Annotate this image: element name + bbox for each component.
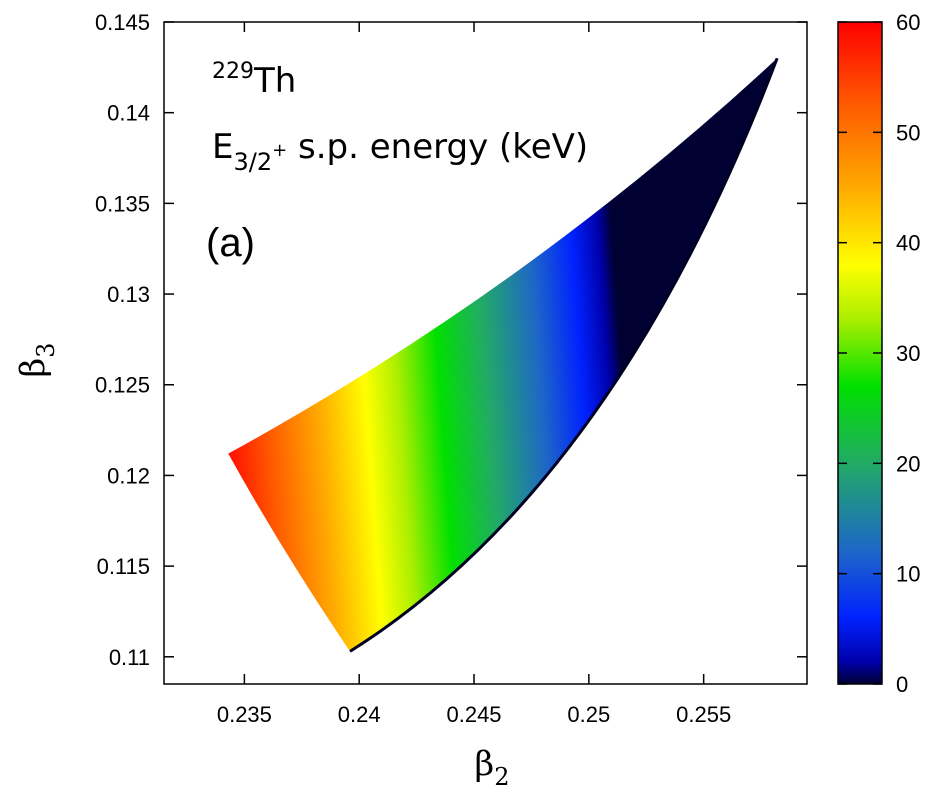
- y-tick-label: 0.115: [97, 554, 150, 579]
- colorbar-tick-label: 30: [896, 341, 920, 366]
- x-axis-label: β2: [475, 744, 510, 791]
- heatmap-region: [228, 57, 779, 653]
- x-tick-label: 0.245: [446, 702, 501, 727]
- y-tick-label: 0.14: [107, 101, 150, 126]
- y-axis-ticks: 0.11 0.115 0.12 0.125 0.13 0.135 0.14 0.145: [95, 10, 807, 670]
- isotope-label: 229Th: [212, 59, 296, 101]
- x-axis-ticks: 0.235 0.24 0.245 0.25 0.255: [217, 22, 731, 727]
- colorbar-tick-label: 50: [896, 120, 920, 145]
- x-tick-label: 0.24: [338, 702, 381, 727]
- energy-label: E3/2+ s.p. energy (keV): [212, 127, 588, 176]
- colorbar-tick-label: 0: [896, 672, 908, 697]
- colorbar-tick-label: 10: [896, 562, 920, 587]
- y-tick-label: 0.13: [107, 282, 150, 307]
- colorbar-tick-label: 40: [896, 231, 920, 256]
- colorbar-tick-label: 20: [896, 451, 920, 476]
- x-tick-label: 0.235: [217, 702, 272, 727]
- y-tick-label: 0.12: [107, 463, 150, 488]
- y-tick-label: 0.145: [95, 10, 150, 35]
- colorbar-ticks: 0 10 20 30 40 50 60: [838, 10, 920, 697]
- plot-frame: [163, 21, 808, 685]
- x-tick-label: 0.25: [567, 702, 610, 727]
- energy-region-lower-edge: [349, 57, 779, 653]
- panel-label: (a): [206, 221, 255, 265]
- y-tick-label: 0.125: [95, 373, 150, 398]
- y-tick-label: 0.11: [109, 645, 150, 670]
- x-tick-label: 0.255: [676, 702, 731, 727]
- y-axis-label: β3: [13, 343, 60, 378]
- colorbar-tick-label: 60: [896, 10, 920, 35]
- y-tick-label: 0.135: [95, 191, 150, 216]
- energy-region-fill: [228, 58, 778, 652]
